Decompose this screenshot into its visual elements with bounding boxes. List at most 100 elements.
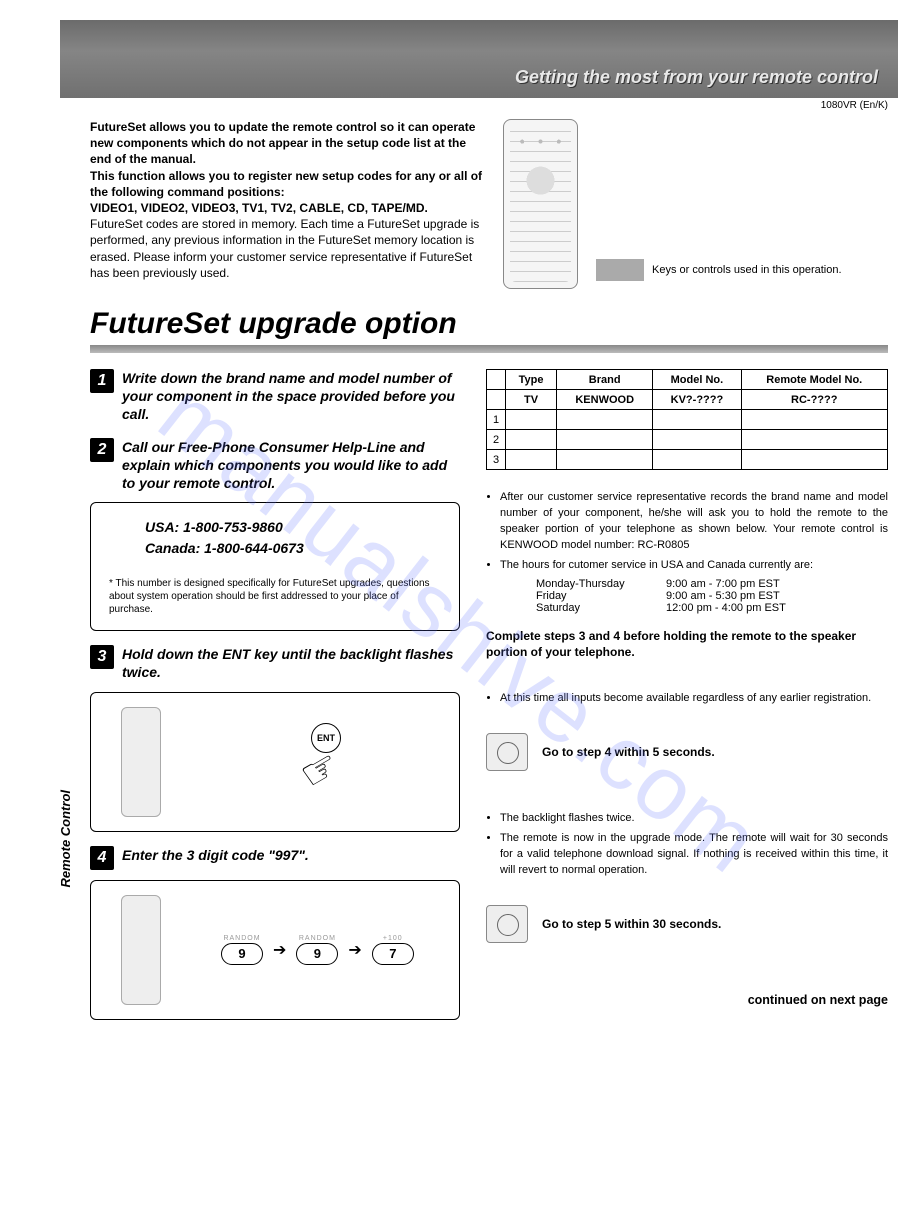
bullet: The remote is now in the upgrade mode. T… — [500, 831, 888, 879]
phone-note: * This number is designed specifically f… — [109, 577, 441, 616]
phone-box: USA: 1-800-753-9860 Canada: 1-800-644-06… — [90, 502, 460, 631]
table-cell: RC-???? — [741, 390, 888, 410]
hours-day: Monday-Thursday — [536, 578, 666, 590]
table-cell — [741, 430, 888, 450]
right-column: Type Brand Model No. Remote Model No. TV… — [486, 369, 888, 1034]
bullet: The backlight flashes twice. — [500, 811, 888, 827]
step-3-title: Hold down the ENT key until the backligh… — [122, 645, 460, 681]
step-4-illustration: RANDOM 9 ➔ RANDOM 9 ➔ +100 7 — [90, 880, 460, 1020]
table-cell: KENWOOD — [557, 390, 653, 410]
bullet: At this time all inputs become available… — [500, 691, 888, 707]
table-cell — [487, 390, 506, 410]
step-4-number: 4 — [90, 846, 114, 870]
keys-swatch — [596, 259, 644, 281]
table-rownum: 1 — [487, 410, 506, 430]
table-row: 2 — [487, 430, 888, 450]
intro-section: FutureSet allows you to update the remot… — [90, 119, 888, 289]
table-rownum: 2 — [487, 430, 506, 450]
goto-step-5: Go to step 5 within 30 seconds. — [486, 905, 888, 943]
table-cell — [653, 450, 741, 470]
step-2: 2 Call our Free-Phone Consumer Help-Line… — [90, 438, 460, 632]
hours-day: Friday — [536, 590, 666, 602]
table-row: 1 — [487, 410, 888, 430]
continued-note: continued on next page — [486, 993, 888, 1007]
table-cell: TV — [506, 390, 557, 410]
code-digit-2: 7 — [372, 943, 414, 965]
mini-remote-icon — [121, 707, 161, 817]
table-cell: KV?-???? — [653, 390, 741, 410]
complete-steps-note: Complete steps 3 and 4 before holding th… — [486, 628, 888, 662]
component-table: Type Brand Model No. Remote Model No. TV… — [486, 369, 888, 470]
table-cell — [506, 450, 557, 470]
intro-positions: VIDEO1, VIDEO2, VIDEO3, TV1, TV2, CABLE,… — [90, 201, 428, 215]
table-rownum: 3 — [487, 450, 506, 470]
table-cell — [557, 410, 653, 430]
table-cell — [741, 450, 888, 470]
intro-p1: FutureSet allows you to update the remot… — [90, 120, 475, 166]
table-header — [487, 370, 506, 390]
step-4: 4 Enter the 3 digit code "997". RANDOM 9… — [90, 846, 460, 1020]
table-cell — [506, 410, 557, 430]
table-cell — [653, 430, 741, 450]
step-3: 3 Hold down the ENT key until the backli… — [90, 645, 460, 831]
bullet: The hours for cutomer service in USA and… — [500, 558, 888, 574]
table-header: Model No. — [653, 370, 741, 390]
step-1-number: 1 — [90, 369, 114, 393]
intro-text: FutureSet allows you to update the remot… — [90, 119, 485, 289]
table-cell — [557, 450, 653, 470]
table-row: 3 — [487, 450, 888, 470]
step-2-title: Call our Free-Phone Consumer Help-Line a… — [122, 438, 460, 493]
code-sequence: RANDOM 9 ➔ RANDOM 9 ➔ +100 7 — [221, 935, 414, 965]
goto-4-text: Go to step 4 within 5 seconds. — [542, 745, 715, 759]
goto-5-text: Go to step 5 within 30 seconds. — [542, 917, 721, 931]
goto-step-4: Go to step 4 within 5 seconds. — [486, 733, 888, 771]
step-2-number: 2 — [90, 438, 114, 462]
arrow-icon: ➔ — [273, 940, 286, 960]
page-banner: Getting the most from your remote contro… — [60, 20, 898, 98]
side-tab: Remote Control — [58, 790, 73, 888]
step-1: 1 Write down the brand name and model nu… — [90, 369, 460, 424]
phone-canada: Canada: 1-800-644-0673 — [145, 538, 441, 559]
table-cell — [557, 430, 653, 450]
info-bullets-3: The backlight flashes twice. The remote … — [486, 811, 888, 879]
info-bullets-2: At this time all inputs become available… — [486, 691, 888, 707]
keys-note: Keys or controls used in this operation. — [652, 264, 842, 276]
intro-p3: FutureSet codes are stored in memory. Ea… — [90, 217, 479, 280]
banner-title: Getting the most from your remote contro… — [515, 67, 878, 88]
page-code: 1080VR (En/K) — [0, 100, 888, 111]
table-cell — [506, 430, 557, 450]
mini-remote-icon-2 — [121, 895, 161, 1005]
table-cell — [741, 410, 888, 430]
timer-icon — [486, 733, 528, 771]
section-title: FutureSet upgrade option — [90, 307, 888, 341]
hours-time: 9:00 am - 7:00 pm EST — [666, 578, 780, 590]
hours-time: 12:00 pm - 4:00 pm EST — [666, 602, 786, 614]
hours-time: 9:00 am - 5:30 pm EST — [666, 590, 780, 602]
table-cell — [653, 410, 741, 430]
hours-list: Monday-Thursday9:00 am - 7:00 pm EST Fri… — [536, 578, 888, 614]
section-rule — [90, 345, 888, 353]
remote-illustration — [503, 119, 578, 289]
code-label-2: +100 — [372, 935, 414, 942]
timer-icon — [486, 905, 528, 943]
table-example-row: TV KENWOOD KV?-???? RC-???? — [487, 390, 888, 410]
intro-p2: This function allows you to register new… — [90, 169, 482, 199]
step-1-title: Write down the brand name and model numb… — [122, 369, 460, 424]
code-label-1: RANDOM — [296, 935, 338, 942]
table-header: Remote Model No. — [741, 370, 888, 390]
bullet: After our customer service representativ… — [500, 490, 888, 554]
hand-icon: ☞ — [291, 738, 348, 799]
info-bullets-1: After our customer service representativ… — [486, 490, 888, 574]
code-digit-1: 9 — [296, 943, 338, 965]
step-3-number: 3 — [90, 645, 114, 669]
left-column: 1 Write down the brand name and model nu… — [90, 369, 460, 1034]
step-4-title: Enter the 3 digit code "997". — [122, 846, 309, 864]
keys-legend: Keys or controls used in this operation. — [596, 259, 888, 281]
step-3-illustration: ENT ☞ — [90, 692, 460, 832]
hours-day: Saturday — [536, 602, 666, 614]
code-digit-0: 9 — [221, 943, 263, 965]
code-label-0: RANDOM — [221, 935, 263, 942]
phone-usa: USA: 1-800-753-9860 — [145, 517, 441, 538]
table-header-row: Type Brand Model No. Remote Model No. — [487, 370, 888, 390]
arrow-icon: ➔ — [348, 940, 361, 960]
